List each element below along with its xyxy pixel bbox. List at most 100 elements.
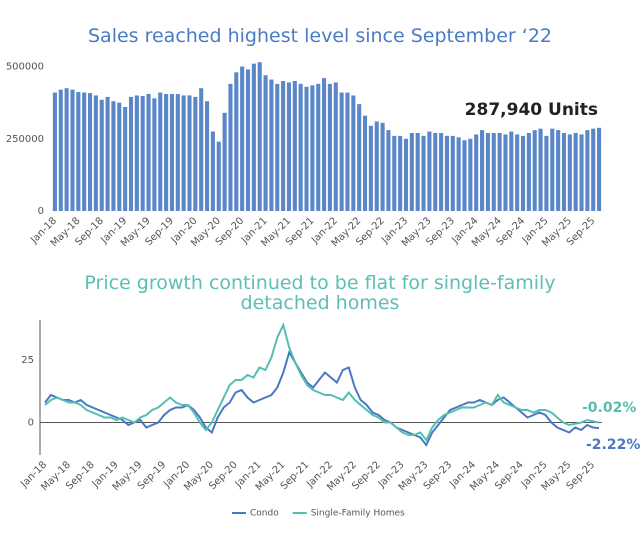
bar xyxy=(398,135,403,211)
bar xyxy=(392,135,397,211)
bar xyxy=(585,130,590,211)
bar xyxy=(567,134,572,211)
bar xyxy=(140,96,145,211)
bar xyxy=(193,96,198,211)
bar xyxy=(468,138,473,211)
bar xyxy=(105,96,110,211)
bar xyxy=(386,130,391,211)
chart-title: Price growth continued to be flat for si… xyxy=(84,272,556,314)
bar xyxy=(310,85,315,211)
line-series xyxy=(44,322,600,442)
bar xyxy=(351,95,356,211)
bar xyxy=(462,140,467,211)
bar xyxy=(205,101,210,211)
bar xyxy=(298,83,303,211)
bar xyxy=(433,133,438,211)
bar xyxy=(164,94,169,211)
bar xyxy=(228,83,233,211)
bar xyxy=(491,133,496,211)
bar xyxy=(427,131,432,211)
bar xyxy=(158,92,163,211)
bar xyxy=(497,133,502,211)
legend-label: Single-Family Homes xyxy=(311,509,405,519)
bar xyxy=(415,133,420,211)
bar xyxy=(304,86,309,211)
bar xyxy=(579,134,584,211)
y-tick-label: 25 xyxy=(21,355,34,366)
y-tick-label: 250000 xyxy=(6,134,44,145)
bar xyxy=(123,107,128,211)
bar xyxy=(450,135,455,211)
bar xyxy=(240,66,245,211)
bar xyxy=(544,135,549,211)
bar xyxy=(526,133,531,211)
bar xyxy=(368,125,373,211)
bar xyxy=(439,133,444,211)
bar xyxy=(292,81,297,211)
bar xyxy=(380,122,385,211)
bar xyxy=(357,104,362,211)
bar xyxy=(222,112,227,211)
bar xyxy=(87,93,93,211)
bar xyxy=(152,98,157,211)
bar xyxy=(444,135,449,211)
bar xyxy=(175,94,180,211)
bar xyxy=(556,130,561,211)
legend-label: Condo xyxy=(250,509,279,519)
bar xyxy=(263,75,268,211)
bar xyxy=(591,128,596,211)
bar xyxy=(117,102,122,211)
bar xyxy=(76,91,81,211)
bar xyxy=(520,135,526,211)
bar xyxy=(99,99,104,211)
annotation: -0.02% xyxy=(582,400,636,416)
bar xyxy=(134,95,139,211)
bar xyxy=(333,82,338,211)
bar xyxy=(597,127,602,211)
line-series xyxy=(44,350,600,447)
bar xyxy=(362,115,368,211)
bar xyxy=(409,133,414,211)
bar xyxy=(281,81,286,211)
bar xyxy=(82,92,87,211)
bar xyxy=(58,89,63,211)
bar xyxy=(111,101,116,211)
bar xyxy=(187,95,192,211)
bar xyxy=(515,134,520,211)
annotation: -2.22% xyxy=(586,437,640,453)
bar xyxy=(93,95,98,211)
bar xyxy=(234,72,239,211)
bar xyxy=(561,133,567,211)
bar xyxy=(538,128,543,211)
bar xyxy=(339,92,344,211)
bar xyxy=(169,94,174,211)
bar xyxy=(474,134,479,211)
y-tick-label: 500000 xyxy=(6,62,44,73)
bar xyxy=(146,94,151,211)
bar xyxy=(269,79,274,211)
bar xyxy=(456,137,461,211)
bar xyxy=(421,135,426,211)
bar xyxy=(550,128,555,211)
bar xyxy=(480,130,485,211)
bar xyxy=(345,92,350,211)
bar xyxy=(257,62,262,211)
bar xyxy=(52,92,57,211)
bar xyxy=(70,89,75,211)
bar xyxy=(509,131,514,211)
bar xyxy=(532,130,537,211)
bar xyxy=(216,141,221,211)
bar xyxy=(251,63,256,211)
bar xyxy=(64,88,69,211)
bar xyxy=(181,95,186,211)
y-tick-label: 0 xyxy=(28,418,34,429)
bar xyxy=(275,83,280,211)
bar xyxy=(503,134,508,211)
bar xyxy=(245,69,251,211)
bar xyxy=(199,88,204,211)
bar xyxy=(210,131,215,211)
bar xyxy=(485,133,490,211)
bar xyxy=(573,133,578,211)
